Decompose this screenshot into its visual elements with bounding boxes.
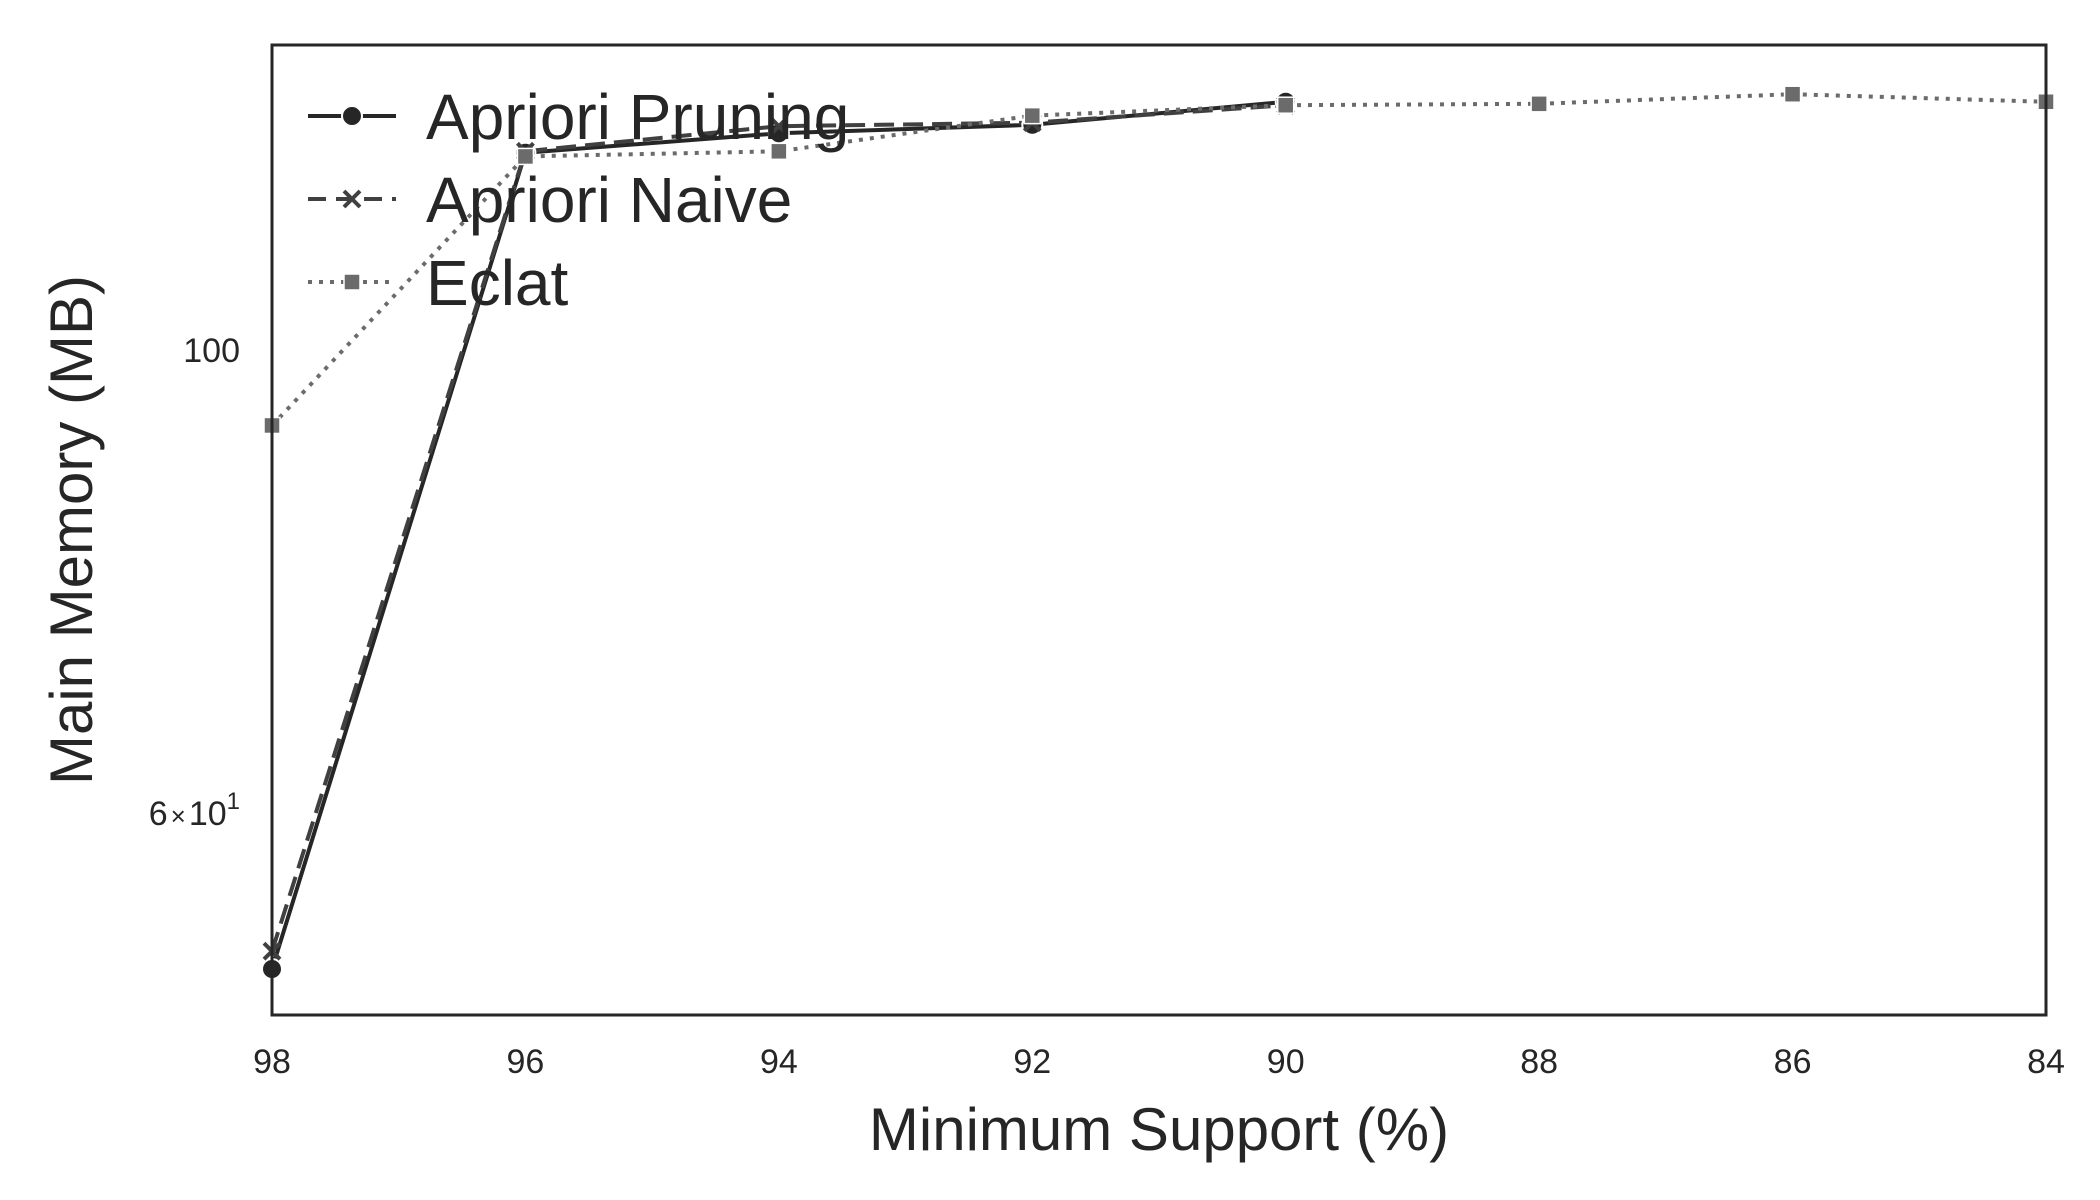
eclat-marker-3 [1023,106,1042,125]
x-axis-ticks: 98 96 94 92 90 88 86 84 [253,1043,2065,1081]
eclat-marker-2 [770,142,788,161]
apriori-naive-marker-2 [769,116,789,136]
y-axis-ticks: 100 6 ×101 [149,332,240,833]
x-tick-label: 94 [760,1043,798,1081]
y-tick-label: 6 ×101 [149,788,240,833]
plot-frame [270,43,2048,1017]
plot-markers [261,85,2055,980]
y-tick-label: 100 [183,332,240,370]
series-line-eclat [270,92,2047,427]
legend-apriori-pruning-marker-0 [341,105,363,127]
eclat-marker-1 [516,147,535,166]
legend: Apriori Pruning Apriori Naive Eclat [308,81,849,319]
x-tick-label: 96 [507,1043,545,1081]
eclat-marker-4 [1276,96,1295,114]
x-tick-label: 92 [1013,1043,1051,1081]
x-tick-label: 88 [1520,1043,1558,1081]
eclat-marker-6 [1783,85,1802,103]
x-axis-label: Minimum Support (%) [869,1096,1449,1163]
legend-eclat-marker-0 [343,273,361,291]
x-tick-label: 90 [1267,1043,1305,1081]
legend-apriori-naive-marker-0 [342,189,362,209]
x-tick-label: 86 [1774,1043,1812,1081]
y-axis-label: Main Memory (MB) [38,275,105,785]
x-tick-label: 98 [253,1043,291,1081]
x-tick-label: 84 [2027,1043,2065,1081]
series-line-apriori-naive [270,103,1286,952]
legend-label-apriori-naive: Apriori Naive [426,164,792,236]
legend-label-eclat: Eclat [426,247,569,319]
legend-label-apriori-pruning: Apriori Pruning [426,81,849,153]
eclat-marker-5 [1530,95,1548,113]
